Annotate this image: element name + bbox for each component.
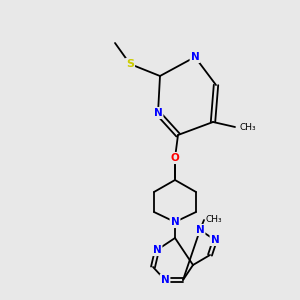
Text: N: N	[160, 275, 169, 285]
Text: N: N	[153, 245, 161, 255]
Text: CH₃: CH₃	[206, 215, 223, 224]
Text: CH₃: CH₃	[239, 122, 256, 131]
Text: N: N	[196, 225, 204, 235]
Text: N: N	[171, 217, 179, 227]
Text: N: N	[190, 52, 200, 62]
Text: S: S	[126, 59, 134, 69]
Text: O: O	[171, 153, 179, 163]
Text: N: N	[211, 235, 219, 245]
Text: N: N	[154, 108, 162, 118]
